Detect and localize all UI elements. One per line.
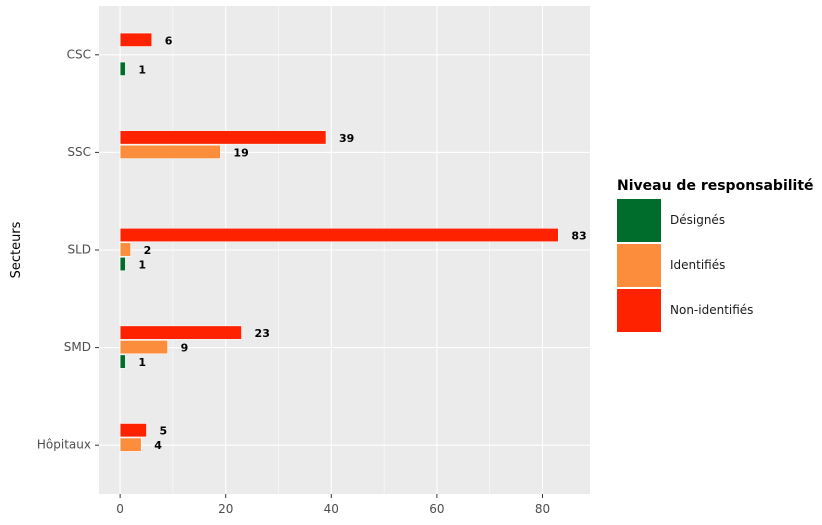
- legend-key: [617, 289, 661, 332]
- bar: [119, 354, 126, 369]
- legend-label: Non-identifiés: [670, 303, 753, 317]
- legend-title: Niveau de responsabilité: [617, 178, 814, 194]
- data-label: 9: [181, 342, 189, 355]
- y-tick-label: SLD: [67, 243, 91, 257]
- legend-key: [617, 244, 661, 287]
- bar: [119, 32, 153, 47]
- bar: [119, 437, 142, 452]
- legend-key: [617, 199, 661, 242]
- data-label: 23: [255, 327, 270, 340]
- x-axis: 0 20 40 60 80: [116, 494, 550, 516]
- bar: [119, 256, 126, 272]
- data-label: 6: [165, 34, 173, 47]
- bar: [119, 61, 126, 76]
- bar: [119, 423, 147, 438]
- legend-label: Désignés: [670, 213, 725, 227]
- y-tick-label: CSC: [67, 47, 91, 61]
- y-tick-label: SSC: [67, 145, 91, 159]
- data-label: 19: [233, 146, 248, 159]
- x-tick-label: 20: [218, 502, 233, 516]
- bars: [119, 32, 559, 452]
- bar: [119, 227, 559, 243]
- data-label: 83: [571, 230, 586, 243]
- data-label: 1: [138, 356, 146, 369]
- data-label: 1: [138, 63, 146, 76]
- data-label: 5: [160, 425, 168, 438]
- legend-label: Identifiés: [670, 258, 725, 272]
- y-tick-label: SMD: [64, 340, 91, 354]
- data-label: 39: [339, 132, 354, 145]
- bar: [119, 340, 168, 355]
- x-tick-label: 0: [116, 502, 124, 516]
- y-axis-title: Secteurs: [9, 221, 24, 278]
- bar: [119, 242, 131, 257]
- data-label: 1: [138, 259, 146, 272]
- x-tick-label: 80: [535, 502, 550, 516]
- data-label: 2: [144, 244, 152, 257]
- grid-lines: [99, 6, 590, 494]
- legend: Niveau de responsabilité Désignés Identif…: [617, 178, 814, 332]
- bar: [119, 325, 242, 340]
- x-tick-label: 40: [324, 502, 339, 516]
- data-label: 4: [154, 439, 162, 452]
- bar: [119, 144, 221, 159]
- bar: [119, 130, 327, 145]
- x-tick-label: 60: [429, 502, 444, 516]
- y-tick-label: Hôpitaux: [37, 438, 91, 452]
- y-axis: CSC SSC SLD SMD Hôpitaux: [37, 47, 99, 452]
